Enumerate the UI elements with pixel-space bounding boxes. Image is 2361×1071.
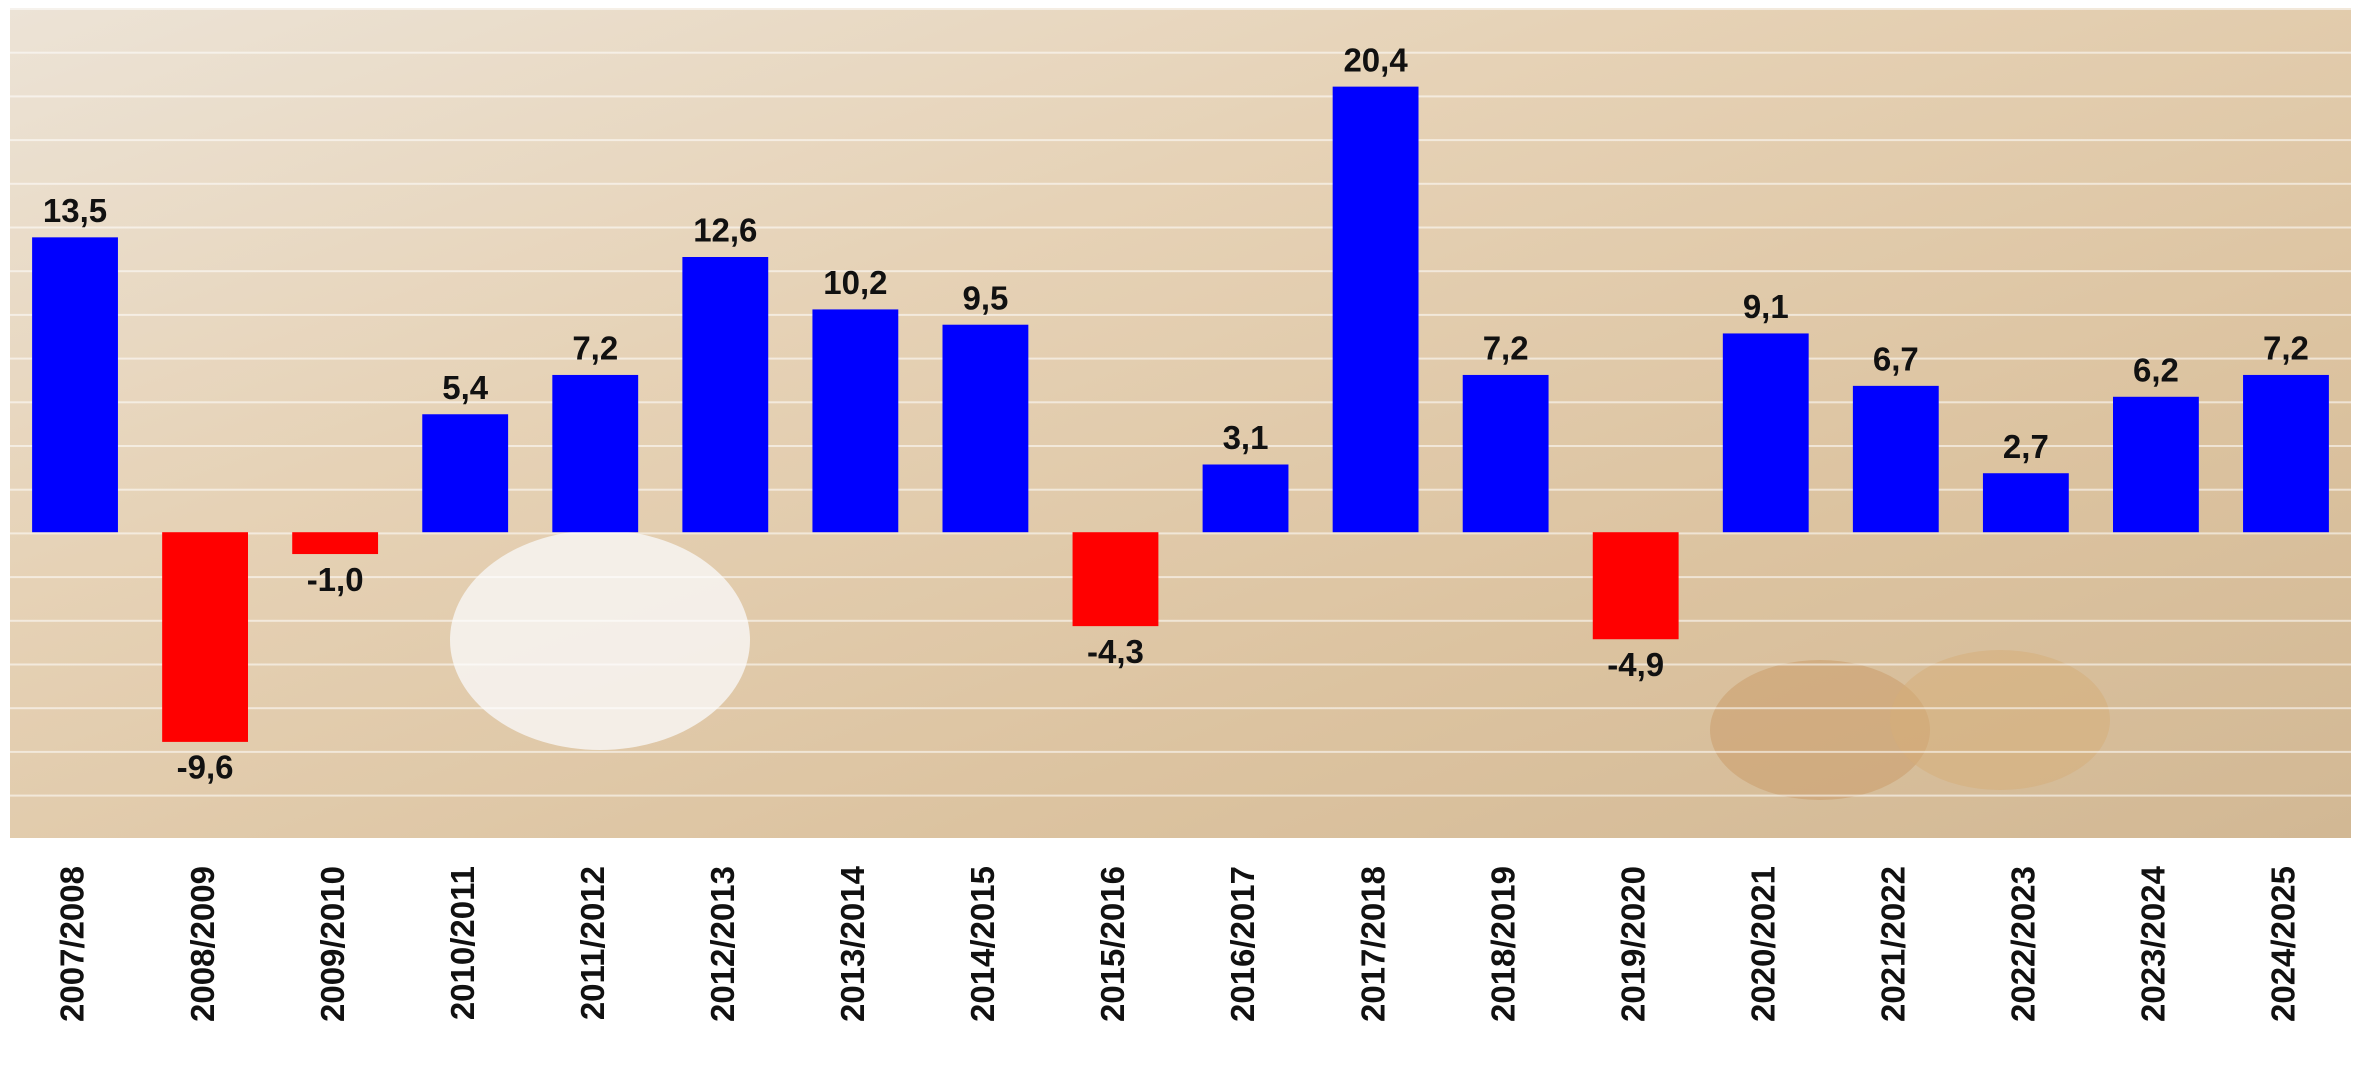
value-label: 13,5: [43, 192, 107, 229]
bar: [1462, 374, 1549, 533]
value-label: 7,2: [1483, 330, 1529, 367]
bar: [2243, 374, 2329, 533]
x-tick-label: 2015/2016: [1094, 866, 1131, 1022]
x-tick-label: 2014/2015: [964, 866, 1001, 1022]
value-label: 7,2: [572, 330, 618, 367]
x-tick-label: 2012/2013: [704, 866, 741, 1022]
value-label: 7,2: [2263, 330, 2309, 367]
bar: [942, 324, 1029, 533]
x-tick-label: 2009/2010: [314, 866, 351, 1022]
value-label: -4,3: [1087, 633, 1144, 670]
bar: [1072, 532, 1159, 627]
value-label: -9,6: [177, 749, 234, 786]
value-label: 9,1: [1743, 288, 1789, 325]
bar: [2112, 396, 2199, 533]
x-tick-label: 2019/2020: [1614, 866, 1651, 1022]
x-tick-label: 2016/2017: [1224, 866, 1261, 1022]
bar: [1202, 464, 1289, 533]
x-tick-label: 2013/2014: [834, 865, 871, 1022]
bar: [1852, 385, 1939, 533]
background-stripes: [10, 8, 2351, 838]
x-tick-label: 2022/2023: [2005, 866, 2042, 1022]
bar: [1332, 86, 1419, 533]
bar: [32, 237, 118, 533]
value-label: 6,2: [2133, 352, 2179, 389]
bar: [162, 532, 249, 742]
x-tick-label: 2017/2018: [1354, 866, 1391, 1022]
bar: [422, 414, 509, 533]
value-label: 5,4: [442, 369, 489, 406]
x-tick-label: 2024/2025: [2265, 866, 2302, 1022]
x-tick-label: 2023/2024: [2135, 865, 2172, 1022]
bar: [1592, 532, 1679, 640]
x-tick-label: 2010/2011: [444, 866, 481, 1020]
bar: [292, 532, 379, 555]
bar: [682, 257, 769, 533]
value-label: 10,2: [823, 264, 887, 301]
bar: [552, 374, 639, 533]
x-tick-label: 2007/2008: [54, 866, 91, 1022]
x-tick-label: 2011/2012: [574, 866, 611, 1020]
value-label: 6,7: [1873, 341, 1919, 378]
x-tick-label: 2018/2019: [1484, 866, 1521, 1022]
value-label: 3,1: [1223, 419, 1269, 456]
x-tick-label: 2008/2009: [184, 866, 221, 1022]
value-label: -1,0: [307, 561, 364, 598]
value-label: 2,7: [2003, 428, 2049, 465]
bar: [1722, 333, 1809, 533]
value-label: -4,9: [1607, 646, 1664, 683]
x-tick-label: 2021/2022: [1875, 866, 1912, 1022]
x-tick-label: 2020/2021: [1744, 866, 1781, 1022]
value-label: 9,5: [962, 279, 1008, 316]
value-label: 20,4: [1343, 41, 1408, 78]
bar: [812, 309, 899, 533]
bar: [1982, 473, 2069, 533]
value-label: 12,6: [693, 212, 757, 249]
